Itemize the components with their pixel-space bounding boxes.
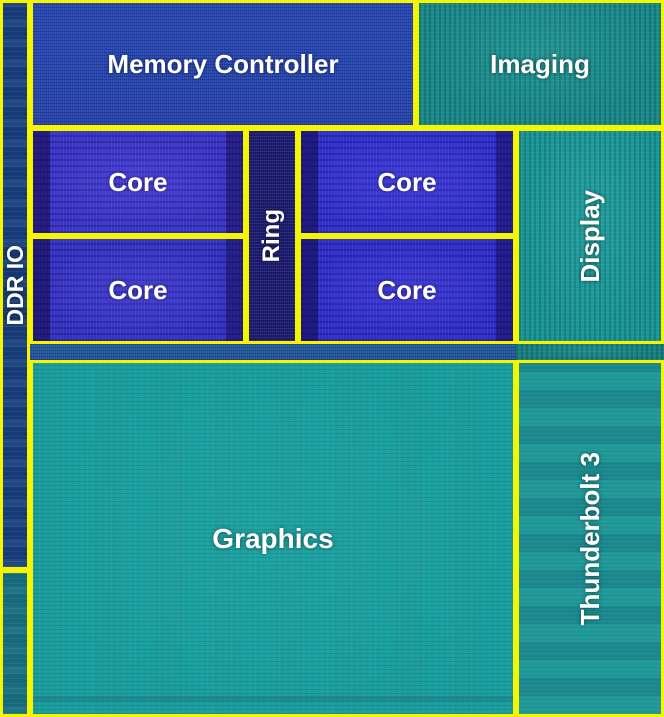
texture [516, 344, 664, 360]
label-core_tl: Core [108, 167, 167, 198]
block-core_tl: Core [30, 128, 246, 236]
label-imaging: Imaging [490, 49, 590, 80]
block-gap_right [516, 344, 664, 360]
block-gap_under_cores [30, 344, 516, 360]
block-thunderbolt3: Thunderbolt 3 [516, 360, 664, 717]
label-core_tr: Core [377, 167, 436, 198]
label-ddr_io: DDR IO [2, 245, 29, 326]
block-graphics: Graphics [30, 360, 516, 717]
texture [3, 573, 27, 714]
block-memory_controller: Memory Controller [30, 0, 416, 128]
label-ring: Ring [258, 209, 286, 262]
block-display: Display [516, 128, 664, 344]
label-core_br: Core [377, 275, 436, 306]
block-core_tr: Core [298, 128, 516, 236]
die-floorplan: DDR IO Memory Controller Imaging Core Core Co… [0, 0, 664, 717]
block-core_br: Core [298, 236, 516, 344]
label-core_bl: Core [108, 275, 167, 306]
block-core_bl: Core [30, 236, 246, 344]
block-left_strip_bottom [0, 570, 30, 717]
texture [30, 344, 516, 360]
label-graphics: Graphics [212, 523, 333, 555]
label-display: Display [575, 190, 606, 283]
block-imaging: Imaging [416, 0, 664, 128]
block-ring: Ring [246, 128, 298, 344]
label-memory_controller: Memory Controller [107, 49, 338, 80]
block-ddr_io: DDR IO [0, 0, 30, 570]
label-thunderbolt3: Thunderbolt 3 [575, 452, 606, 625]
